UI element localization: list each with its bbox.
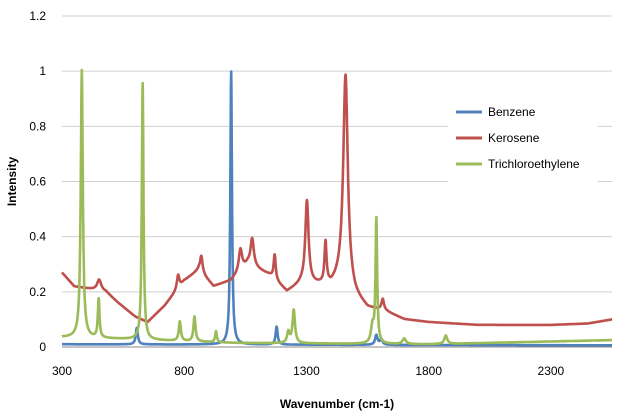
- series-line-2: [60, 68, 614, 346]
- legend-label: Trichloroethylene: [488, 157, 580, 171]
- legend: Benzene Kerosene Trichloroethylene: [448, 96, 598, 198]
- x-tick-label: 1800: [415, 364, 442, 378]
- y-tick-label: 0.4: [29, 230, 46, 244]
- x-tick-label: 800: [174, 364, 194, 378]
- y-tick-label: 1: [39, 64, 46, 78]
- gridlines: [62, 15, 612, 293]
- y-tick-label: 0: [39, 340, 46, 354]
- y-tick-label: 0.8: [29, 119, 46, 133]
- x-axis-title: Wavenumber (cm-1): [280, 397, 394, 411]
- series-line-1: [60, 73, 614, 327]
- y-tick-label: 0.6: [29, 175, 46, 189]
- series-line-0: [60, 70, 614, 347]
- x-tick-labels: 300 800 1300 1800 2300: [52, 364, 565, 378]
- x-tick-label: 2300: [538, 364, 565, 378]
- legend-label: Kerosene: [488, 131, 540, 145]
- y-tick-label: 0.2: [29, 285, 46, 299]
- legend-label: Benzene: [488, 105, 536, 119]
- x-tick-label: 1300: [293, 364, 320, 378]
- series-lines: [60, 68, 614, 347]
- y-tick-label: 1.2: [29, 9, 46, 23]
- y-tick-labels: 0 0.2 0.4 0.6 0.8 1 1.2: [29, 9, 46, 354]
- y-axis-title: Intensity: [5, 157, 19, 207]
- x-tick-label: 300: [52, 364, 72, 378]
